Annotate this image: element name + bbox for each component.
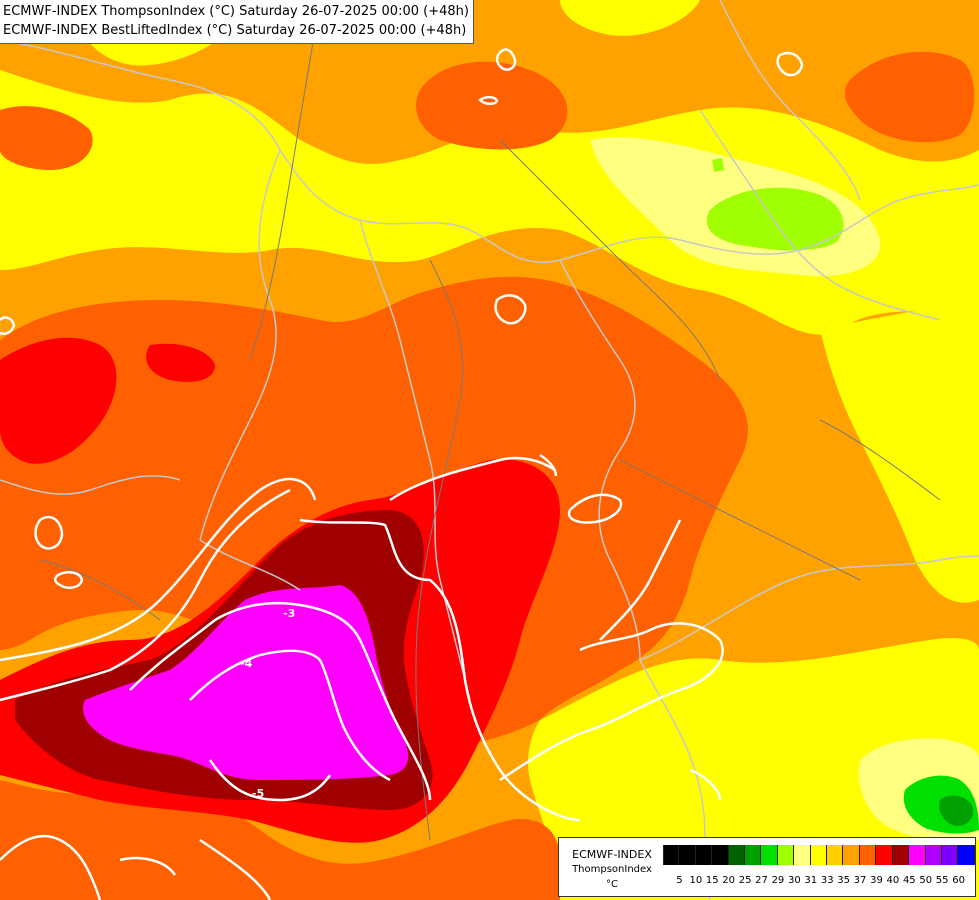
legend-swatch	[909, 845, 926, 865]
legend-swatch	[843, 845, 860, 865]
legend-swatch	[941, 845, 959, 865]
legend-swatch	[827, 845, 844, 865]
legend-swatch	[876, 845, 893, 865]
legend-tick-label: 27	[755, 875, 768, 886]
legend-swatch	[728, 845, 746, 865]
legend-tick-label: 45	[902, 875, 916, 886]
legend-swatch	[859, 845, 877, 865]
legend-swatch	[794, 845, 811, 865]
legend-tick-label: 30	[787, 875, 801, 886]
yellow-region-top-right	[560, 0, 700, 36]
legend-tick-label: 31	[804, 875, 818, 886]
legend-swatch	[679, 845, 696, 865]
contour-label-minus4: -4	[240, 657, 253, 670]
legend-tick-label: 50	[919, 875, 933, 886]
legend-tick-label: 25	[738, 875, 752, 886]
lime-dot-east	[712, 158, 724, 172]
dark-orange-region-south	[0, 780, 560, 900]
legend-swatch	[695, 845, 713, 865]
rivers	[39, 0, 941, 841]
legend-label: ECMWF-INDEX ThompsonIndex °C	[563, 847, 661, 892]
legend-tick-label: 35	[837, 875, 850, 886]
legend-title: ECMWF-INDEX	[572, 848, 652, 861]
legend-tick-label: 20	[722, 875, 736, 886]
legend-swatches	[663, 845, 975, 865]
contour-label-minus3: -3	[283, 607, 295, 620]
legend-tick-label: 15	[705, 875, 719, 886]
magenta-region	[83, 585, 409, 780]
color-legend: ECMWF-INDEX ThompsonIndex °C 5 10 15 20 25 27…	[558, 837, 976, 897]
legend-tick-label: 55	[935, 875, 949, 886]
contour-label-minus5: -5	[252, 787, 264, 800]
title-box: ECMWF-INDEX ThompsonIndex (°C) Saturday …	[0, 0, 474, 44]
title-line-lifted: ECMWF-INDEX BestLiftedIndex (°C) Saturda…	[3, 23, 467, 38]
legend-tick-label: 60	[952, 875, 965, 886]
legend-swatch	[663, 845, 680, 865]
legend-unit: °C	[606, 879, 618, 890]
legend-tick-label: 5	[676, 875, 683, 886]
legend-swatch	[712, 845, 729, 865]
dark-green-region-south-east	[939, 795, 974, 826]
dark-orange-region-north-east	[844, 51, 975, 143]
legend-tick-label: 29	[771, 875, 785, 886]
legend-swatch	[925, 845, 942, 865]
legend-ticks: 5 10 15 20 25 27 29 30 31 33 35 37 39 40 45 50 55 60	[663, 875, 975, 889]
red-region-west-north	[146, 343, 215, 382]
legend-swatch	[810, 845, 828, 865]
legend-swatch	[777, 845, 795, 865]
lime-region-east	[706, 187, 844, 251]
legend-swatch	[761, 845, 778, 865]
legend-tick-label: 39	[870, 875, 883, 886]
red-region-west	[0, 337, 117, 464]
title-line-thompson: ECMWF-INDEX ThompsonIndex (°C) Saturday …	[3, 4, 469, 19]
yellow-region-south-east	[528, 638, 979, 900]
yellow-region-north	[0, 70, 979, 335]
legend-tick-label: 10	[689, 875, 703, 886]
dark-orange-region-north	[416, 61, 568, 150]
legend-swatch	[892, 845, 910, 865]
legend-swatch	[745, 845, 762, 865]
yellow-region-east-lower	[820, 300, 979, 603]
legend-tick-label: 37	[853, 875, 867, 886]
legend-tick-label: 33	[820, 875, 834, 886]
lifted-index-contours	[0, 48, 804, 900]
legend-subtitle: ThompsonIndex	[572, 864, 652, 875]
dark-orange-region-north-west	[0, 106, 93, 170]
legend-tick-label: 40	[886, 875, 900, 886]
legend-swatch	[958, 845, 975, 865]
